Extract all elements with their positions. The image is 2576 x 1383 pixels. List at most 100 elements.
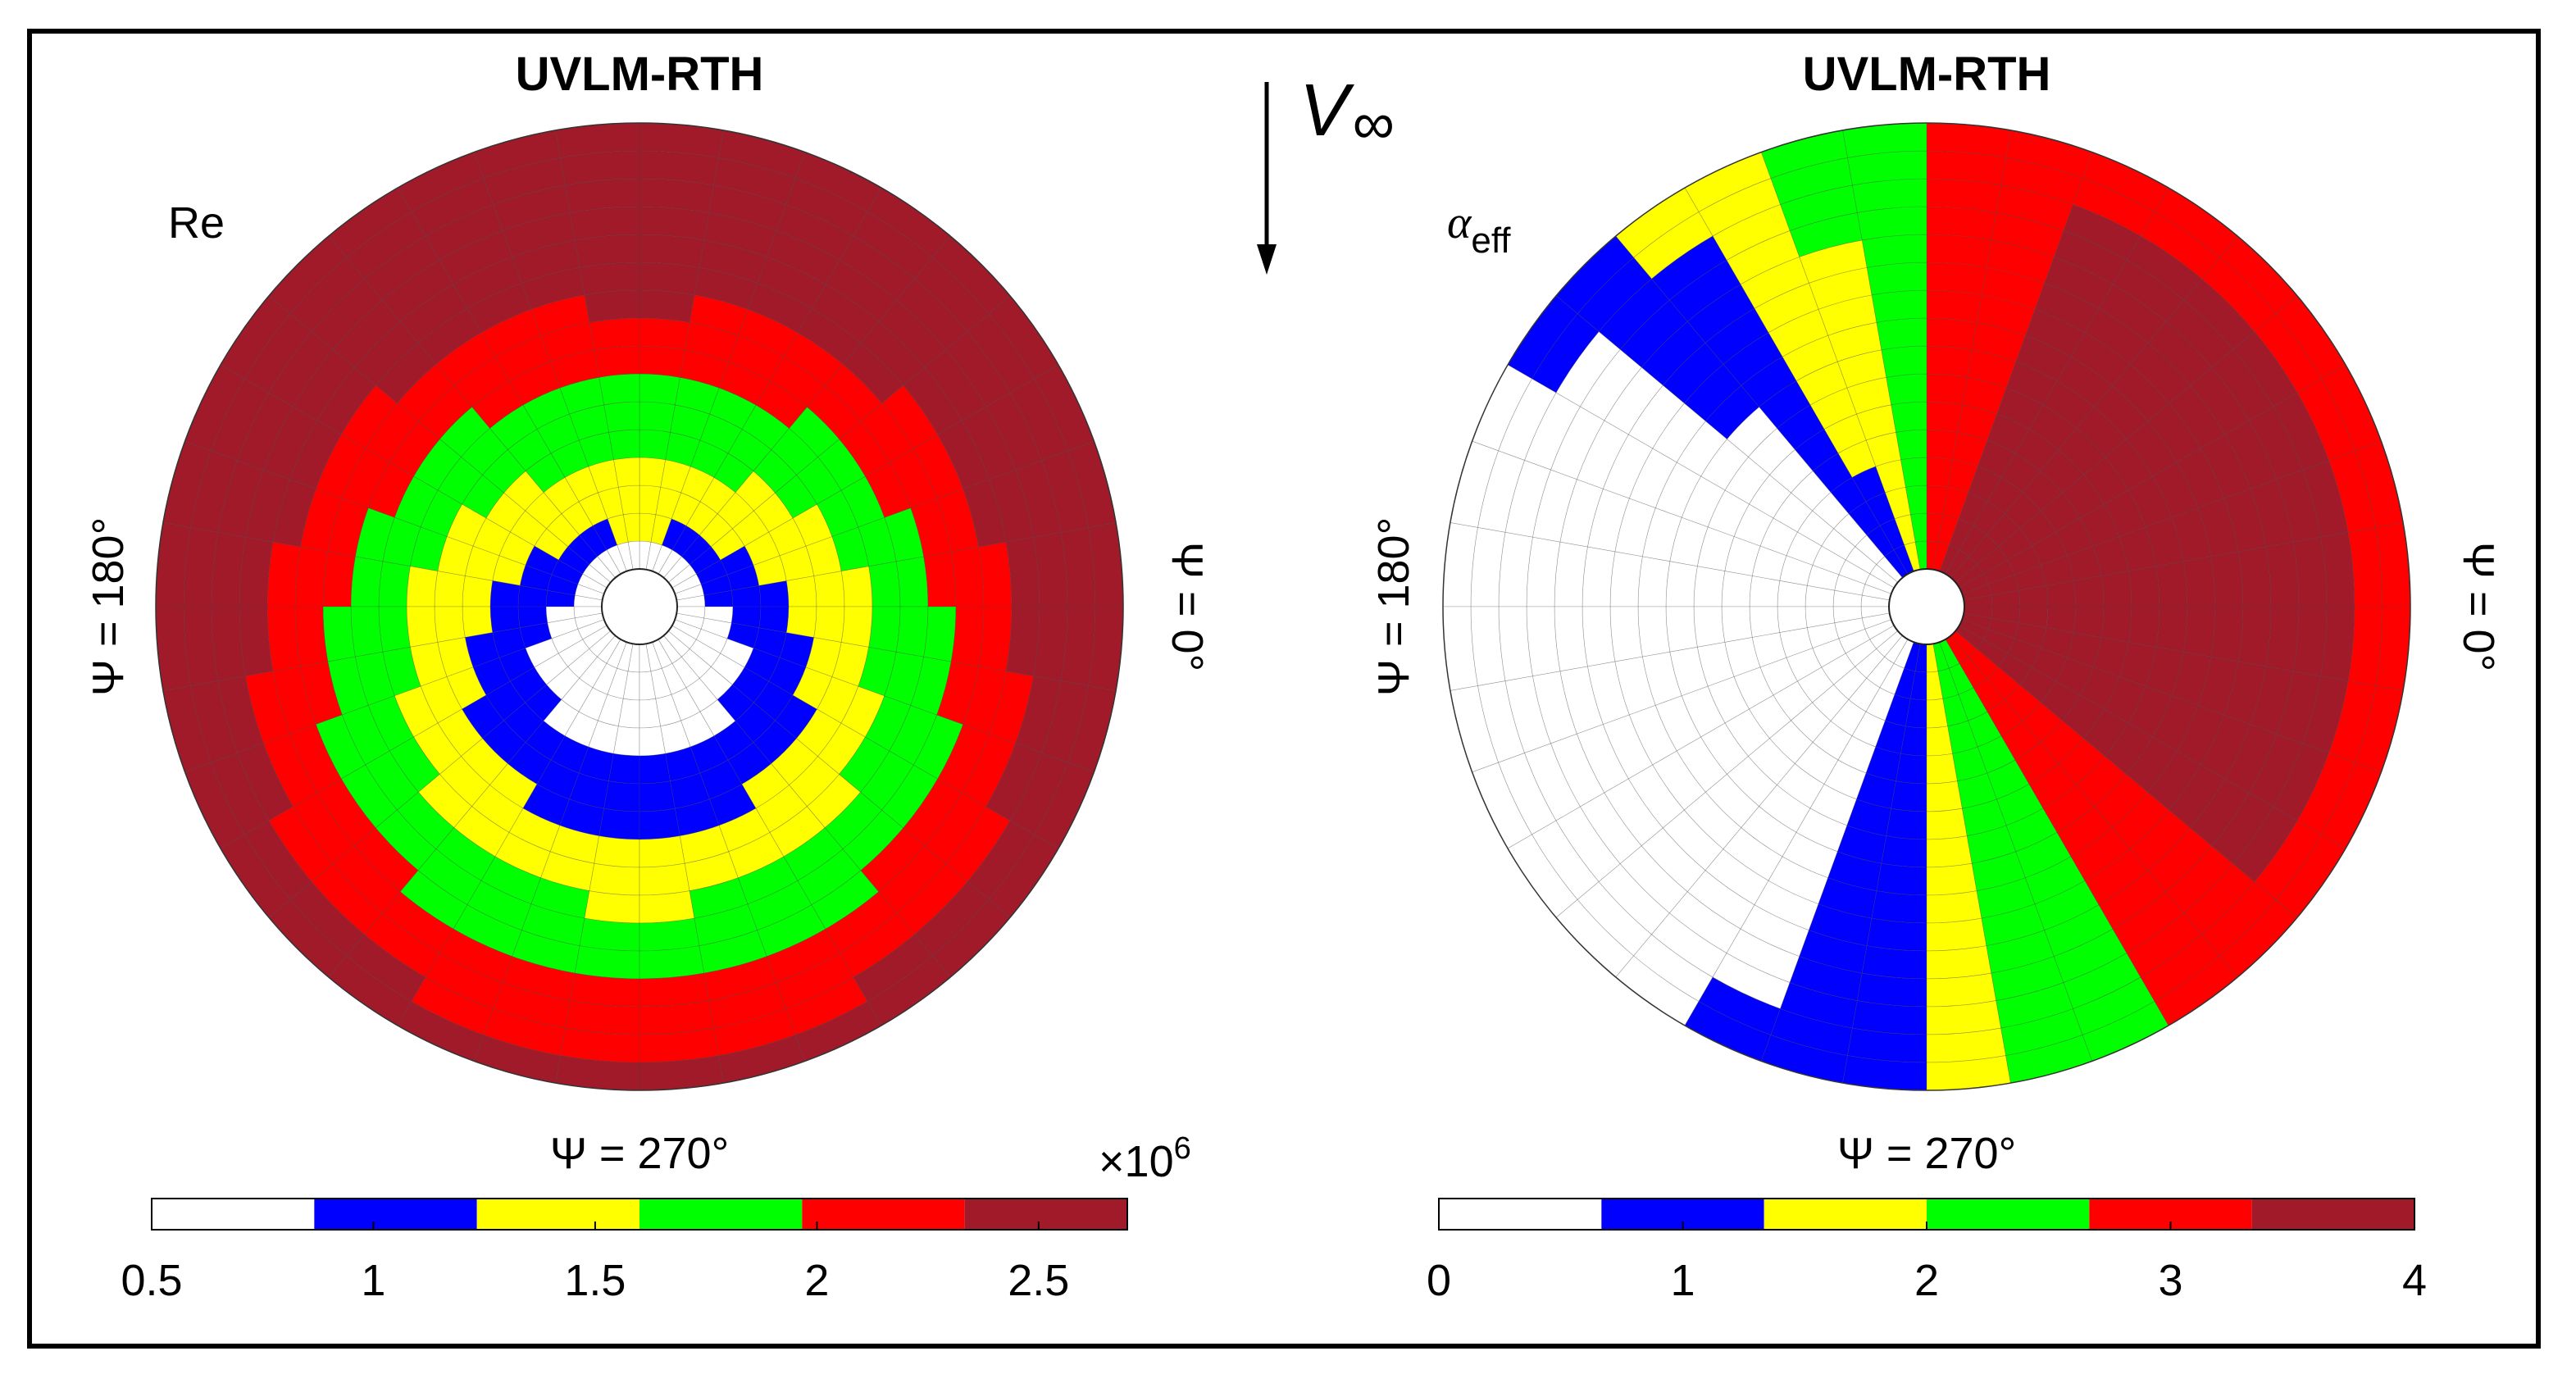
disk-alpha-cell <box>1796 510 1835 547</box>
colorbar-alpha-tick-label: 4 <box>2402 1256 2427 1305</box>
disk-alpha-cell <box>2182 556 2216 607</box>
disk-re-cell <box>471 380 524 429</box>
disk-re-cell <box>394 475 439 528</box>
disk-alpha-cell <box>2018 606 2049 629</box>
disk-re-cell <box>689 546 721 575</box>
disk-re-cell <box>813 571 845 607</box>
disk-alpha-cell <box>1847 150 1927 186</box>
disk-re-cell <box>639 1000 714 1035</box>
disk-re-cell <box>817 722 866 775</box>
disk-alpha-cell <box>2151 695 2199 752</box>
disk-alpha-cell <box>1926 808 1968 840</box>
disk-alpha-cell <box>1696 526 1735 571</box>
disk-alpha-cell <box>1834 574 1866 596</box>
disk-re-cell <box>950 546 985 607</box>
colorbar-re-outline <box>151 1198 1128 1231</box>
disk-alpha-cell <box>2073 575 2105 607</box>
disk-alpha-cell <box>1926 373 1968 406</box>
disk-alpha-cell <box>1524 392 1581 471</box>
disk-alpha-cell <box>2104 676 2146 724</box>
disk-re-cell <box>322 551 356 607</box>
disk-re-cell <box>639 726 666 757</box>
disk-re-cell <box>378 561 411 607</box>
panel-re-label-psi-180: Ψ = 180° <box>84 517 133 696</box>
disk-re-cell <box>989 671 1034 744</box>
disk-re-cell <box>480 856 541 905</box>
disk-re-cell <box>453 356 510 407</box>
disk-alpha-cell <box>1651 235 1727 301</box>
disk-alpha-cell <box>1968 648 1999 679</box>
disk-alpha-cell <box>1794 429 1839 471</box>
disk-re-cell <box>805 637 842 677</box>
disk-re-cell <box>507 429 552 471</box>
disk-alpha-cell <box>1683 791 1742 850</box>
disk-alpha-cell <box>1959 525 1987 557</box>
disk-re-cell <box>322 606 356 662</box>
disk-re-cell <box>639 429 671 461</box>
disk-alpha-cell <box>1866 262 1927 296</box>
disk-alpha-cell <box>1926 262 1987 296</box>
disk-re-cell <box>690 439 729 478</box>
disk-re-cell <box>350 606 384 657</box>
disk-alpha-cell <box>1836 349 1887 389</box>
disk-re-cell <box>608 429 640 461</box>
disk-alpha-cell <box>1861 234 1927 268</box>
disk-re-cell <box>467 880 532 931</box>
disk-alpha-cell <box>2042 785 2095 833</box>
freestream-label-sub: ∞ <box>1352 91 1394 157</box>
disk-alpha-cell <box>2040 492 2081 533</box>
colorbar-re-bin <box>152 1199 315 1230</box>
disk-alpha-cell <box>2058 738 2105 785</box>
disk-re-cell <box>406 566 439 607</box>
disk-alpha-cell <box>1637 556 1671 607</box>
disk-alpha-cell <box>1866 917 1927 952</box>
disk-re-cell <box>485 680 526 721</box>
disk-alpha-cell <box>1812 545 1846 575</box>
disk-alpha-cell <box>2053 928 2128 983</box>
disk-alpha-cell <box>1768 308 1828 357</box>
panel-alpha: UVLM-RTH αeff Ψ = 180° Ψ = 0° Ψ = 270° 0… <box>1369 48 2503 1305</box>
disk-alpha-cell <box>1884 694 1911 727</box>
disk-re-cell <box>467 282 532 334</box>
disk-alpha-cell <box>1812 492 1850 530</box>
disk-alpha-cell <box>1805 606 1836 629</box>
colorbar-re-multiplier: ×106 <box>1099 1131 1191 1186</box>
disk-re-cell <box>665 431 701 467</box>
disk-re-cell <box>190 680 238 763</box>
disk-re-cell <box>842 809 904 871</box>
disk-re-cell <box>738 856 799 905</box>
disk-re-cell <box>700 617 732 639</box>
disk-alpha-cell <box>1866 656 1895 689</box>
disk-alpha-cell <box>1836 825 1887 864</box>
disk-alpha-cell <box>1987 617 2019 639</box>
disk-re-cell <box>574 234 640 268</box>
disk-alpha-cell <box>2232 806 2298 882</box>
disk-alpha-cell <box>2100 571 2132 607</box>
disk-re-cell <box>853 212 933 280</box>
disk-alpha-cell <box>1821 653 1856 685</box>
disk-re-cell <box>713 1008 796 1056</box>
disk-alpha-cell <box>2100 606 2132 643</box>
disk-re-cell <box>579 525 608 557</box>
disk-re-cell <box>989 469 1034 543</box>
disk-re-cell <box>399 870 468 930</box>
panel-re-quantity-label: Re <box>168 198 225 248</box>
disk-alpha-cell <box>2254 313 2322 394</box>
disk-alpha-cell <box>1926 835 1973 868</box>
disk-re-cell <box>603 780 640 812</box>
disk-re-cell <box>1060 527 1096 607</box>
disk-re-cell <box>771 738 818 785</box>
disk-alpha-cell <box>2151 462 2199 518</box>
disk-re-cell <box>266 606 301 672</box>
disk-alpha-cell <box>2119 642 2157 687</box>
disk-re-cell <box>864 462 912 518</box>
disk-re-cell <box>785 976 868 1035</box>
disk-alpha-hub <box>1888 568 1965 645</box>
disk-re-cell <box>519 564 553 591</box>
panel-re-label-psi-270: Ψ = 270° <box>550 1129 729 1178</box>
disk-re-cell <box>720 545 754 575</box>
colorbar-re-bin <box>802 1199 965 1230</box>
disk-alpha-cell <box>2276 469 2321 543</box>
disk-re-cell <box>613 457 640 488</box>
disk-alpha-cell <box>2073 606 2105 638</box>
